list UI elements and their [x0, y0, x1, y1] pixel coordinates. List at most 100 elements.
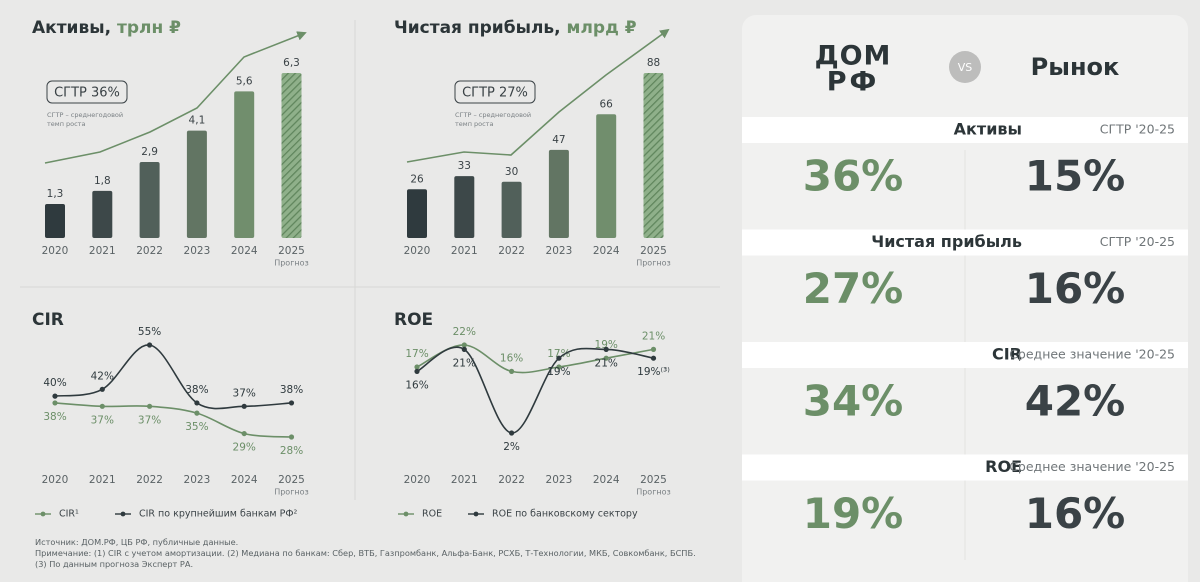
data-label: 19% — [547, 366, 570, 378]
x-tick-label: 2020 — [42, 245, 69, 257]
market-label: Рынок — [1031, 53, 1120, 81]
data-label: 17% — [405, 348, 428, 360]
x-tick-label: 2022 — [498, 474, 525, 486]
point — [99, 403, 105, 409]
category-note: Прогноз — [636, 259, 671, 268]
data-label: 1,8 — [94, 175, 111, 187]
annotation-note: СГТР – среднегодовой — [47, 111, 123, 119]
legend-label: CIR по крупнейшим банкам РФ² — [139, 509, 298, 520]
data-label: 5,6 — [236, 75, 253, 87]
data-label: 38% — [280, 384, 303, 396]
data-label: 2,9 — [141, 146, 158, 158]
series-line — [416, 344, 654, 374]
data-label: 4,1 — [189, 115, 206, 127]
data-label: 47 — [552, 134, 565, 146]
legend-swatch — [403, 511, 409, 517]
data-label: 2% — [503, 441, 520, 453]
x-tick-label: 2020 — [404, 474, 431, 486]
x-tick-label: 2022 — [136, 245, 163, 257]
brand-value: 34% — [803, 377, 904, 426]
chart-title-text: ROE — [394, 310, 433, 330]
row-header — [742, 117, 1188, 143]
data-label: 16% — [405, 379, 428, 391]
x-tick-label: 2022 — [498, 245, 525, 257]
point — [52, 400, 58, 406]
point — [194, 400, 200, 406]
x-tick-label: 2023 — [546, 245, 573, 257]
x-tick-label: 2024 — [231, 474, 258, 486]
bar — [596, 114, 617, 238]
data-label: 88 — [647, 57, 660, 69]
brand-logo: ДОМ — [815, 41, 892, 72]
data-label: 66 — [600, 98, 614, 110]
data-label: 19% — [595, 339, 618, 351]
category-note: Прогноз — [274, 488, 309, 497]
x-tick-label: 2023 — [546, 474, 573, 486]
legend-swatch — [120, 511, 126, 517]
chart-title: Активы, трлн ₽ — [32, 18, 181, 38]
row-header — [742, 454, 1188, 481]
x-tick-label: 2021 — [451, 474, 478, 486]
bar — [501, 181, 522, 238]
x-tick-label: 2025 — [640, 245, 667, 257]
data-label: 33 — [458, 160, 471, 172]
bar — [92, 190, 113, 238]
trend-arrow — [406, 28, 670, 163]
bar — [45, 203, 65, 238]
legend-label: ROE по банковскому сектору — [492, 509, 638, 520]
market-value: 16% — [1025, 489, 1126, 538]
x-tick-label: 2025 — [640, 474, 667, 486]
point — [241, 403, 247, 409]
bar — [407, 189, 427, 238]
chart-unit: млрд ₽ — [567, 18, 637, 38]
chart-title: ROE — [394, 310, 433, 330]
footnote: Примечание: (1) CIR с учетом амортизации… — [35, 548, 696, 558]
x-tick-label: 2021 — [451, 245, 478, 257]
data-label: 26 — [410, 173, 424, 185]
data-label: 35% — [185, 421, 208, 433]
chart-title: CIR — [32, 310, 64, 330]
point — [650, 355, 657, 361]
vs-label: VS — [958, 61, 973, 74]
legend-label: CIR¹ — [59, 509, 79, 520]
point — [414, 368, 420, 374]
brand-value: 19% — [803, 489, 904, 538]
x-tick-label: 2025 — [278, 474, 305, 486]
point — [556, 364, 562, 370]
legend-label: ROE — [422, 509, 442, 520]
point — [147, 342, 153, 348]
row-period: СГТР '20-25 — [1100, 122, 1175, 137]
market-value: 42% — [1025, 377, 1126, 426]
annotation-box — [454, 80, 536, 104]
x-tick-label: 2024 — [593, 474, 620, 486]
row-period: СГТР '20-25 — [1100, 234, 1175, 249]
annotation-box — [46, 80, 128, 104]
x-tick-label: 2021 — [89, 474, 116, 486]
data-label: 38% — [43, 411, 66, 423]
x-tick-label: 2025 — [278, 245, 305, 257]
data-label: 37% — [91, 414, 114, 426]
data-label: 19%⁽³⁾ — [637, 366, 670, 378]
data-label: 16% — [500, 352, 523, 364]
point — [461, 342, 467, 348]
point — [194, 410, 200, 416]
series-line — [54, 402, 292, 438]
point — [650, 346, 657, 352]
row-label: ROE — [985, 457, 1022, 476]
annotation-note: темп роста — [455, 120, 493, 128]
legend-swatch — [40, 511, 46, 517]
data-label: 42% — [91, 370, 114, 382]
trend-arrow — [44, 31, 307, 164]
chart-title-text: CIR — [32, 310, 64, 330]
point — [603, 355, 609, 361]
data-label: 30 — [505, 166, 518, 178]
data-label: 21% — [642, 330, 665, 342]
bar — [454, 176, 475, 238]
chart-title-text: Активы, — [32, 18, 111, 38]
data-label: 37% — [233, 387, 256, 399]
brand-value: 27% — [803, 264, 904, 313]
x-tick-label: 2022 — [136, 474, 163, 486]
data-label: 17% — [547, 348, 570, 360]
